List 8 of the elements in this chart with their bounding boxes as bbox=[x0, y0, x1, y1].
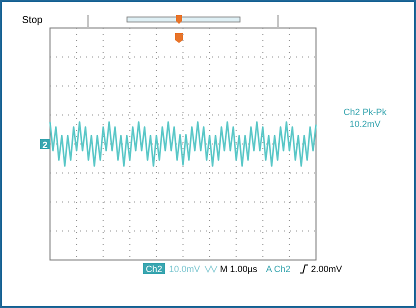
text: A Ch2 bbox=[266, 264, 291, 274]
text: 2.00mV bbox=[311, 264, 342, 274]
text: 10.0mV bbox=[169, 264, 200, 274]
text: M 1.00µs bbox=[220, 264, 258, 274]
text: Ch2 bbox=[146, 264, 162, 274]
text: 10.2mV bbox=[349, 119, 381, 129]
text: Ch2 Pk-Pk bbox=[343, 107, 388, 117]
text: Stop bbox=[22, 15, 44, 26]
